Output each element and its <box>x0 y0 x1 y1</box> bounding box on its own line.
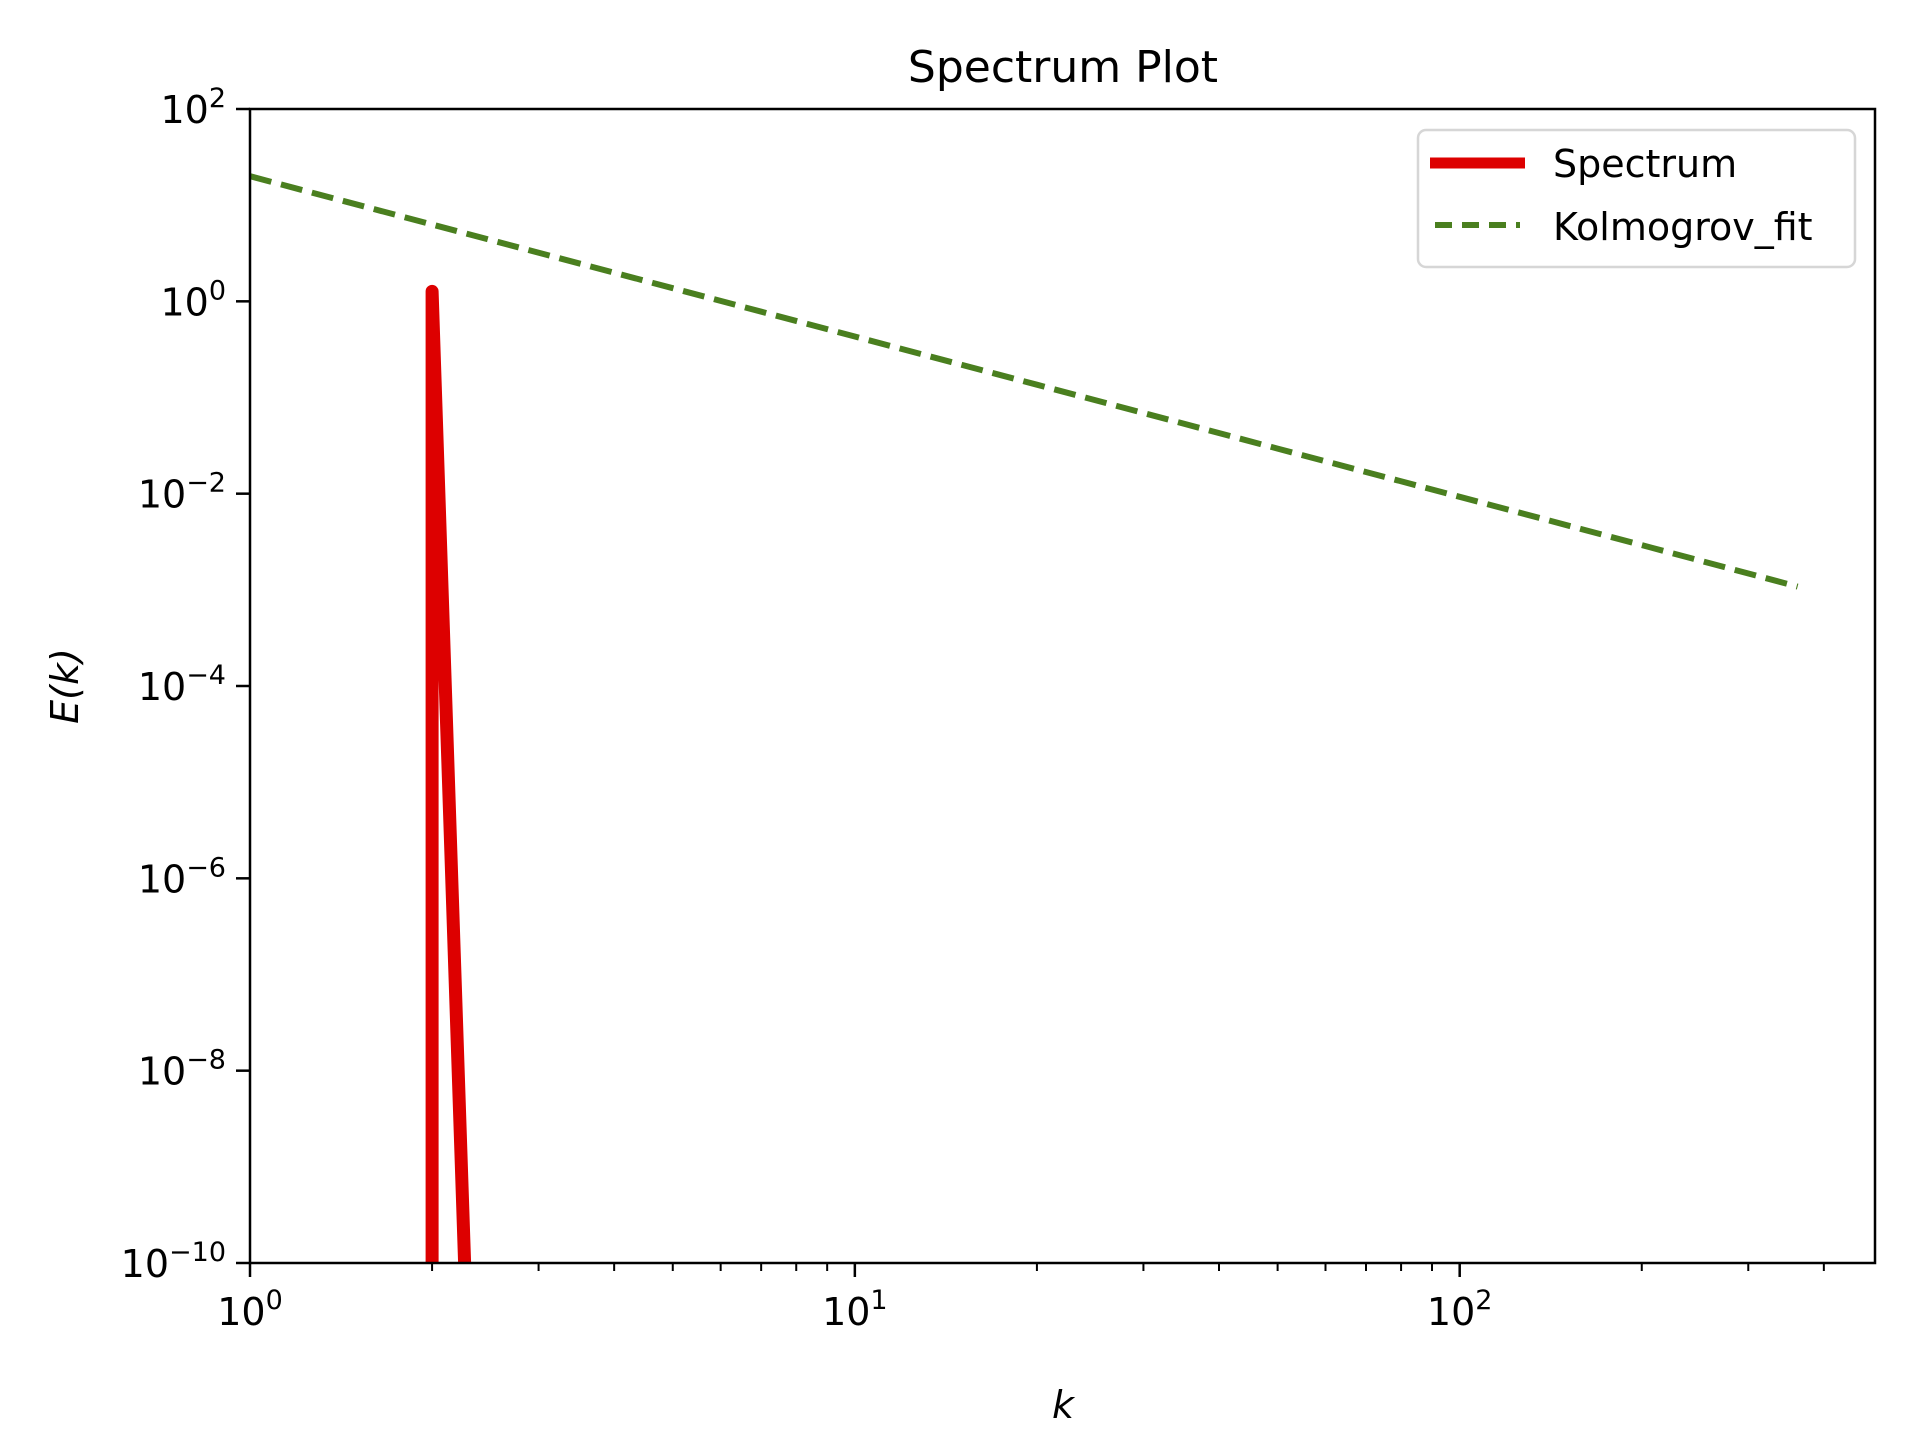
y-tick-label: 102 <box>160 83 226 132</box>
y-tick-label: 10−2 <box>138 468 226 517</box>
y-axis: 102 100 10−2 10−4 10−6 10−8 10−10 <box>121 83 250 1286</box>
y-tick-label: 100 <box>160 275 226 324</box>
legend: Spectrum Kolmogrov_fit <box>1416 128 1857 269</box>
series-spectrum <box>425 284 472 1263</box>
legend-kolmogorov-label: Kolmogrov_fit <box>1553 205 1813 249</box>
x-axis: 100 101 102 <box>217 1263 1825 1334</box>
x-tick-label: 102 <box>1427 1285 1493 1334</box>
series-kolmogrov-fit <box>250 173 1799 590</box>
chart-title: Spectrum Plot <box>908 42 1218 93</box>
y-tick-label: 10−4 <box>138 660 226 709</box>
legend-spectrum-label: Spectrum <box>1553 142 1737 186</box>
plot-area <box>250 173 1799 1263</box>
y-tick-label: 10−8 <box>138 1045 226 1094</box>
y-tick-label: 10−10 <box>121 1237 226 1286</box>
y-tick-label: 10−6 <box>138 852 226 901</box>
x-tick-label: 101 <box>822 1285 888 1334</box>
x-tick-label: 100 <box>217 1285 283 1334</box>
y-axis-label: E(k) <box>43 648 87 724</box>
legend-box <box>1416 128 1857 269</box>
x-axis-label: k <box>1052 1383 1076 1427</box>
